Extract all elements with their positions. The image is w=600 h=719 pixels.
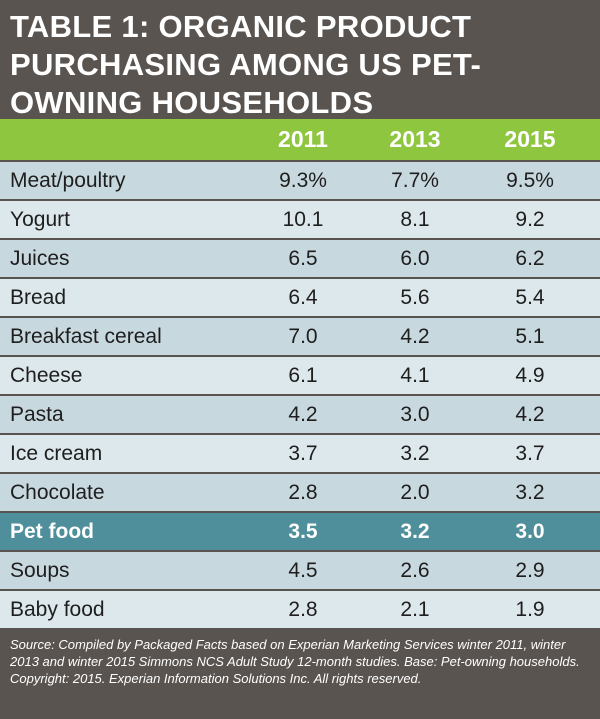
row-value-2011: 6.4 (288, 286, 318, 309)
table-row: Meat/poultry 9.3% 7.7% 9.5% (0, 162, 600, 199)
row-value-2011: 6.5 (288, 247, 318, 270)
row-value-2013: 2.0 (400, 481, 430, 504)
table-row: Yogurt 10.1 8.1 9.2 (0, 201, 600, 238)
row-label: Juices (10, 247, 70, 270)
column-header-2015: 2015 (504, 126, 556, 152)
row-value-2015: 2.9 (515, 559, 545, 582)
row-label: Soups (10, 559, 70, 582)
row-label: Meat/poultry (10, 169, 126, 192)
row-value-2013: 4.2 (400, 325, 430, 348)
row-value-2013: 2.1 (400, 598, 430, 621)
table-row: Baby food 2.8 2.1 1.9 (0, 591, 600, 628)
row-value-2015: 9.5% (506, 169, 554, 192)
column-header-2011: 2011 (278, 126, 328, 152)
row-value-2011: 10.1 (282, 208, 324, 231)
row-label: Pet food (10, 520, 94, 543)
row-value-2013: 4.1 (400, 364, 430, 387)
row-label: Baby food (10, 598, 105, 621)
row-label: Cheese (10, 364, 83, 387)
row-value-2015: 1.9 (515, 598, 545, 621)
table-row: Pasta 4.2 3.0 4.2 (0, 396, 600, 433)
source-note: Source: Compiled by Packaged Facts based… (10, 637, 580, 686)
table-row: Juices 6.5 6.0 6.2 (0, 240, 600, 277)
column-header-2013: 2013 (389, 126, 441, 152)
row-value-2013: 3.0 (400, 403, 430, 426)
row-value-2011: 3.7 (288, 442, 318, 465)
table-row: Bread 6.4 5.6 5.4 (0, 279, 600, 316)
table-title: TABLE 1: ORGANIC PRODUCT PURCHASING AMON… (10, 9, 482, 120)
row-value-2015: 3.7 (515, 442, 545, 465)
row-value-2013: 2.6 (400, 559, 430, 582)
row-value-2015: 5.1 (515, 325, 545, 348)
row-value-2011: 3.5 (288, 520, 318, 543)
table-row: Ice cream 3.7 3.2 3.7 (0, 435, 600, 472)
row-value-2011: 7.0 (288, 325, 318, 348)
row-label: Pasta (10, 403, 64, 426)
table-body: Meat/poultry 9.3% 7.7% 9.5% Yogurt 10.1 … (0, 162, 600, 630)
row-value-2013: 6.0 (400, 247, 430, 270)
table-row: Breakfast cereal 7.0 4.2 5.1 (0, 318, 600, 355)
row-value-2015: 4.9 (515, 364, 545, 387)
table-row: Chocolate 2.8 2.0 3.2 (0, 474, 600, 511)
row-label: Chocolate (10, 481, 105, 504)
row-value-2013: 3.2 (400, 442, 430, 465)
table-row-highlighted: Pet food 3.5 3.2 3.0 (0, 513, 600, 550)
row-value-2013: 5.6 (400, 286, 430, 309)
row-value-2015: 6.2 (515, 247, 545, 270)
row-label: Breakfast cereal (10, 325, 162, 348)
row-label: Ice cream (10, 442, 103, 465)
row-value-2011: 4.5 (288, 559, 318, 582)
row-value-2013: 3.2 (400, 520, 430, 543)
row-value-2013: 7.7% (391, 169, 439, 192)
row-label: Yogurt (10, 208, 70, 231)
row-value-2015: 3.2 (515, 481, 545, 504)
row-value-2015: 9.2 (515, 208, 545, 231)
row-value-2011: 9.3% (279, 169, 327, 192)
table-header: 2011 2013 2015 (0, 119, 600, 160)
row-value-2011: 6.1 (288, 364, 318, 387)
row-label: Bread (10, 286, 67, 309)
row-value-2015: 5.4 (515, 286, 545, 309)
table-row: Soups 4.5 2.6 2.9 (0, 552, 600, 589)
row-value-2013: 8.1 (400, 208, 430, 231)
row-value-2011: 2.8 (288, 481, 318, 504)
table-row: Cheese 6.1 4.1 4.9 (0, 357, 600, 394)
row-value-2011: 4.2 (288, 403, 318, 426)
row-value-2011: 2.8 (288, 598, 318, 621)
row-value-2015: 4.2 (515, 403, 545, 426)
row-value-2015: 3.0 (515, 520, 545, 543)
